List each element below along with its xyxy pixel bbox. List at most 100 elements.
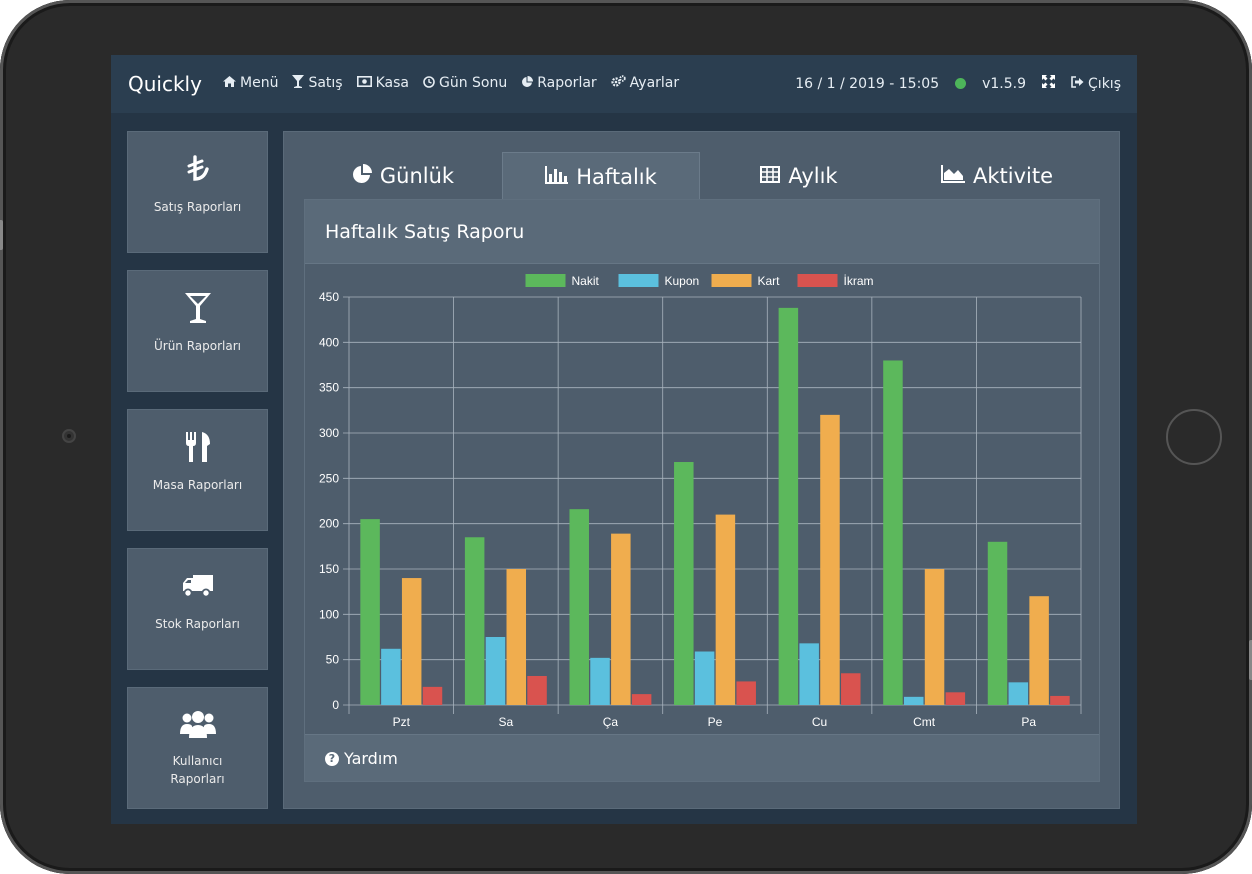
- x-tick-label: Sa: [499, 715, 514, 729]
- bar-nakit-cmt: [883, 360, 903, 705]
- nav-item-settings[interactable]: Ayarlar: [611, 75, 679, 91]
- tab-activity[interactable]: Aktivite: [898, 152, 1096, 200]
- bar-nakit-pa: [987, 541, 1008, 705]
- side-button: [1249, 640, 1252, 680]
- bar-i̇kram-ça: [631, 694, 652, 705]
- bar-i̇kram-sa: [527, 675, 547, 705]
- y-tick-label: 150: [319, 562, 339, 576]
- nav-item-reports[interactable]: Raporlar: [521, 75, 597, 91]
- datetime: 16 / 1 / 2019 - 15:05: [795, 75, 940, 92]
- legend-swatch-nakit: [525, 274, 566, 287]
- bar-nakit-pe: [674, 462, 694, 705]
- bar-kart-pzt: [401, 578, 422, 705]
- tab-label: Aktivite: [972, 164, 1053, 188]
- sidebar-item-sales-reports[interactable]: Satış Raporları: [127, 131, 268, 253]
- top-navbar: Quickly Menü Satış: [111, 55, 1137, 113]
- brand-logo[interactable]: Quickly: [128, 72, 202, 96]
- cutlery-icon: [128, 430, 267, 464]
- y-tick-label: 450: [319, 290, 339, 304]
- bar-kupon-pzt: [381, 648, 401, 705]
- nav-item-label: Menü: [240, 75, 279, 91]
- tab-label: Haftalık: [576, 164, 657, 189]
- bar-kart-sa: [506, 569, 527, 705]
- bar-kupon-cmt: [903, 696, 924, 705]
- bar-kupon-pa: [1008, 682, 1029, 705]
- main-panel: Günlük Haftalık Aylık: [283, 131, 1120, 809]
- logout-button[interactable]: Çıkış: [1071, 76, 1121, 92]
- legend-label: Kart: [758, 274, 781, 288]
- legend-label: Nakit: [572, 274, 600, 288]
- bar-kart-ça: [611, 533, 631, 705]
- tab-label: Aylık: [788, 164, 838, 188]
- nav-item-menu[interactable]: Menü: [223, 75, 278, 91]
- bar-kart-cu: [820, 414, 840, 705]
- cocktail-glass-icon: [128, 291, 267, 325]
- bar-kupon-cu: [799, 643, 819, 705]
- x-tick-label: Cmt: [913, 715, 936, 729]
- legend-swatch-kupon: [618, 274, 659, 287]
- y-tick-label: 250: [319, 471, 339, 485]
- bar-kart-pa: [1029, 596, 1049, 705]
- bar-nakit-sa: [464, 537, 485, 705]
- x-tick-label: Pe: [708, 715, 723, 729]
- y-tick-label: 350: [319, 381, 339, 395]
- version-label: v1.5.9: [982, 75, 1027, 92]
- sidebar-item-user-reports[interactable]: Kullanıcı Raporları: [127, 687, 268, 809]
- money-icon: [356, 76, 372, 90]
- nav-item-label: Gün Sonu: [438, 75, 508, 91]
- nav-item-label: Kasa: [375, 75, 409, 91]
- bar-i̇kram-cmt: [945, 692, 966, 705]
- report-title: Haftalık Satış Raporu: [325, 221, 525, 243]
- connection-status-icon: [955, 78, 967, 89]
- y-tick-label: 300: [319, 426, 339, 440]
- legend-label: Kupon: [665, 274, 700, 288]
- home-button[interactable]: [1166, 409, 1222, 465]
- bar-i̇kram-pa: [1050, 695, 1070, 705]
- nav-menu: Menü Satış Kasa: [223, 75, 679, 91]
- tab-monthly[interactable]: Aylık: [700, 152, 898, 200]
- help-link[interactable]: ? Yardım: [325, 749, 398, 768]
- x-tick-label: Pa: [1021, 715, 1036, 729]
- weekly-sales-chart: 0 50 100 150 200 250 300 350 400 450 Pzt Sa Ça Pe Cu Cm…: [319, 274, 1082, 729]
- nav-item-cash[interactable]: Kasa: [356, 75, 409, 91]
- nav-item-day-end[interactable]: Gün Sonu: [423, 75, 507, 91]
- bar-i̇kram-cu: [841, 673, 861, 705]
- pie-chart-icon: [521, 75, 534, 91]
- legend-swatch-i̇kram: [797, 274, 838, 287]
- gears-icon: [611, 75, 626, 91]
- sign-out-icon: [1071, 76, 1084, 91]
- sidebar-item-label: Masa Raporları: [152, 478, 243, 492]
- nav-item-sales[interactable]: Satış: [292, 75, 343, 91]
- nav-right: 16 / 1 / 2019 - 15:05 v1.5.9 Çıkış: [795, 75, 1121, 92]
- x-tick-label: Ça: [603, 715, 619, 729]
- bar-kart-cmt: [924, 569, 945, 705]
- y-tick-label: 400: [319, 335, 339, 349]
- sidebar-item-table-reports[interactable]: Masa Raporları: [127, 409, 268, 531]
- fullscreen-icon[interactable]: [1042, 75, 1056, 92]
- bar-i̇kram-pzt: [422, 686, 443, 705]
- tab-daily[interactable]: Günlük: [304, 152, 502, 200]
- truck-icon: [128, 569, 267, 603]
- question-circle-icon: ?: [325, 751, 339, 766]
- bar-kupon-sa: [485, 637, 506, 705]
- tab-weekly[interactable]: Haftalık: [502, 152, 700, 200]
- sidebar-item-product-reports[interactable]: Ürün Raporları: [127, 270, 268, 392]
- home-icon: [223, 76, 236, 90]
- help-label: Yardım: [344, 749, 398, 768]
- chart-area: 0 50 100 150 200 250 300 350 400 450 Pzt Sa Ça Pe Cu Cm…: [305, 264, 1099, 734]
- glass-icon: [292, 75, 305, 91]
- sidebar-item-label: Raporları: [170, 772, 225, 786]
- report-footer: ? Yardım: [305, 734, 1099, 781]
- sidebar-item-stock-reports[interactable]: Stok Raporları: [127, 548, 268, 670]
- nav-item-label: Ayarlar: [629, 75, 680, 91]
- table-icon: [760, 164, 781, 188]
- y-tick-label: 50: [326, 653, 340, 667]
- bar-nakit-pzt: [360, 519, 380, 705]
- bar-kupon-pe: [694, 651, 715, 705]
- legend-label: İkram: [844, 274, 874, 288]
- bar-kart-pe: [715, 514, 736, 705]
- x-tick-label: Pzt: [393, 715, 411, 729]
- users-icon: [128, 708, 267, 742]
- nav-item-label: Raporlar: [537, 75, 597, 91]
